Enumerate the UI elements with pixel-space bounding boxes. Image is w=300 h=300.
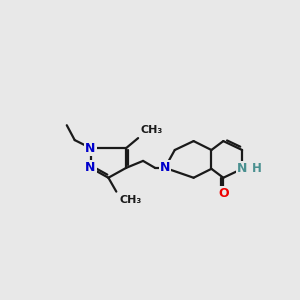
Text: N: N	[85, 161, 96, 174]
Text: O: O	[218, 187, 229, 200]
Text: CH₃: CH₃	[119, 195, 142, 205]
Text: H: H	[252, 162, 262, 175]
Text: N: N	[160, 161, 170, 174]
Text: N: N	[237, 162, 247, 175]
Text: CH₃: CH₃	[140, 125, 162, 135]
Text: N: N	[85, 142, 96, 154]
